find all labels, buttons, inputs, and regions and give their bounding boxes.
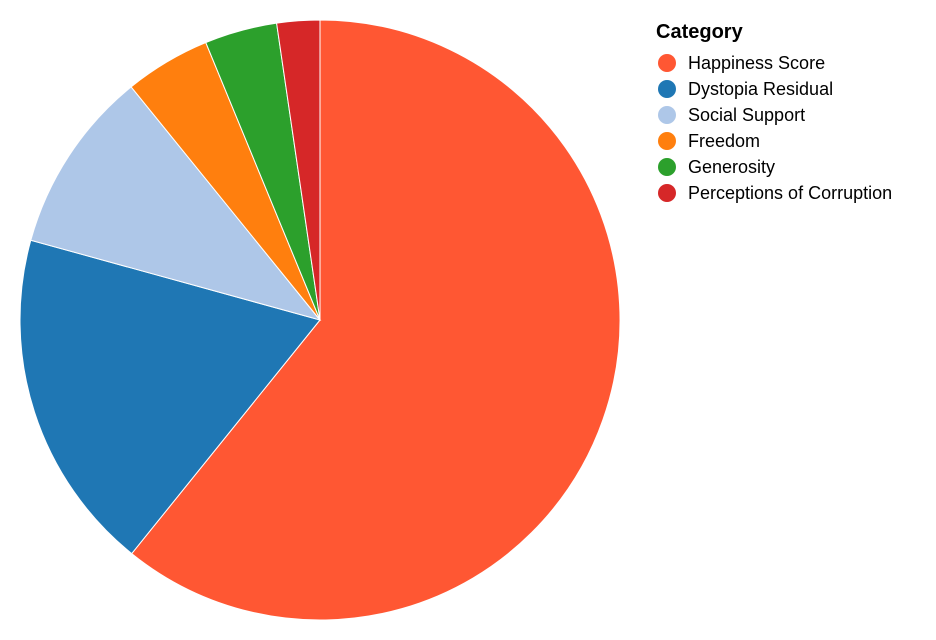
legend-items: Happiness Score Dystopia Residual Social S… [658,53,892,203]
legend-swatch [658,132,676,150]
pie-slice-perceptions-of-corruption [276,19,321,321]
legend-label: Social Support [688,105,805,125]
legend-swatch [658,54,676,72]
legend-swatch [658,184,676,202]
pie-slice-happiness-score [131,19,621,621]
legend: Category Happiness Score Dystopia Residua… [656,21,892,203]
pie-slices [19,19,621,621]
legend-label: Happiness Score [688,53,825,73]
legend-swatch [658,80,676,98]
legend-label: Dystopia Residual [688,79,833,99]
pie-slice-social-support [30,86,322,321]
legend-swatch [658,158,676,176]
pie-slice-dystopia-residual [19,239,321,555]
legend-label: Generosity [688,157,775,177]
legend-label: Freedom [688,131,760,151]
legend-swatch [658,106,676,124]
legend-title: Category [656,21,744,43]
legend-label: Perceptions of Corruption [688,183,892,203]
